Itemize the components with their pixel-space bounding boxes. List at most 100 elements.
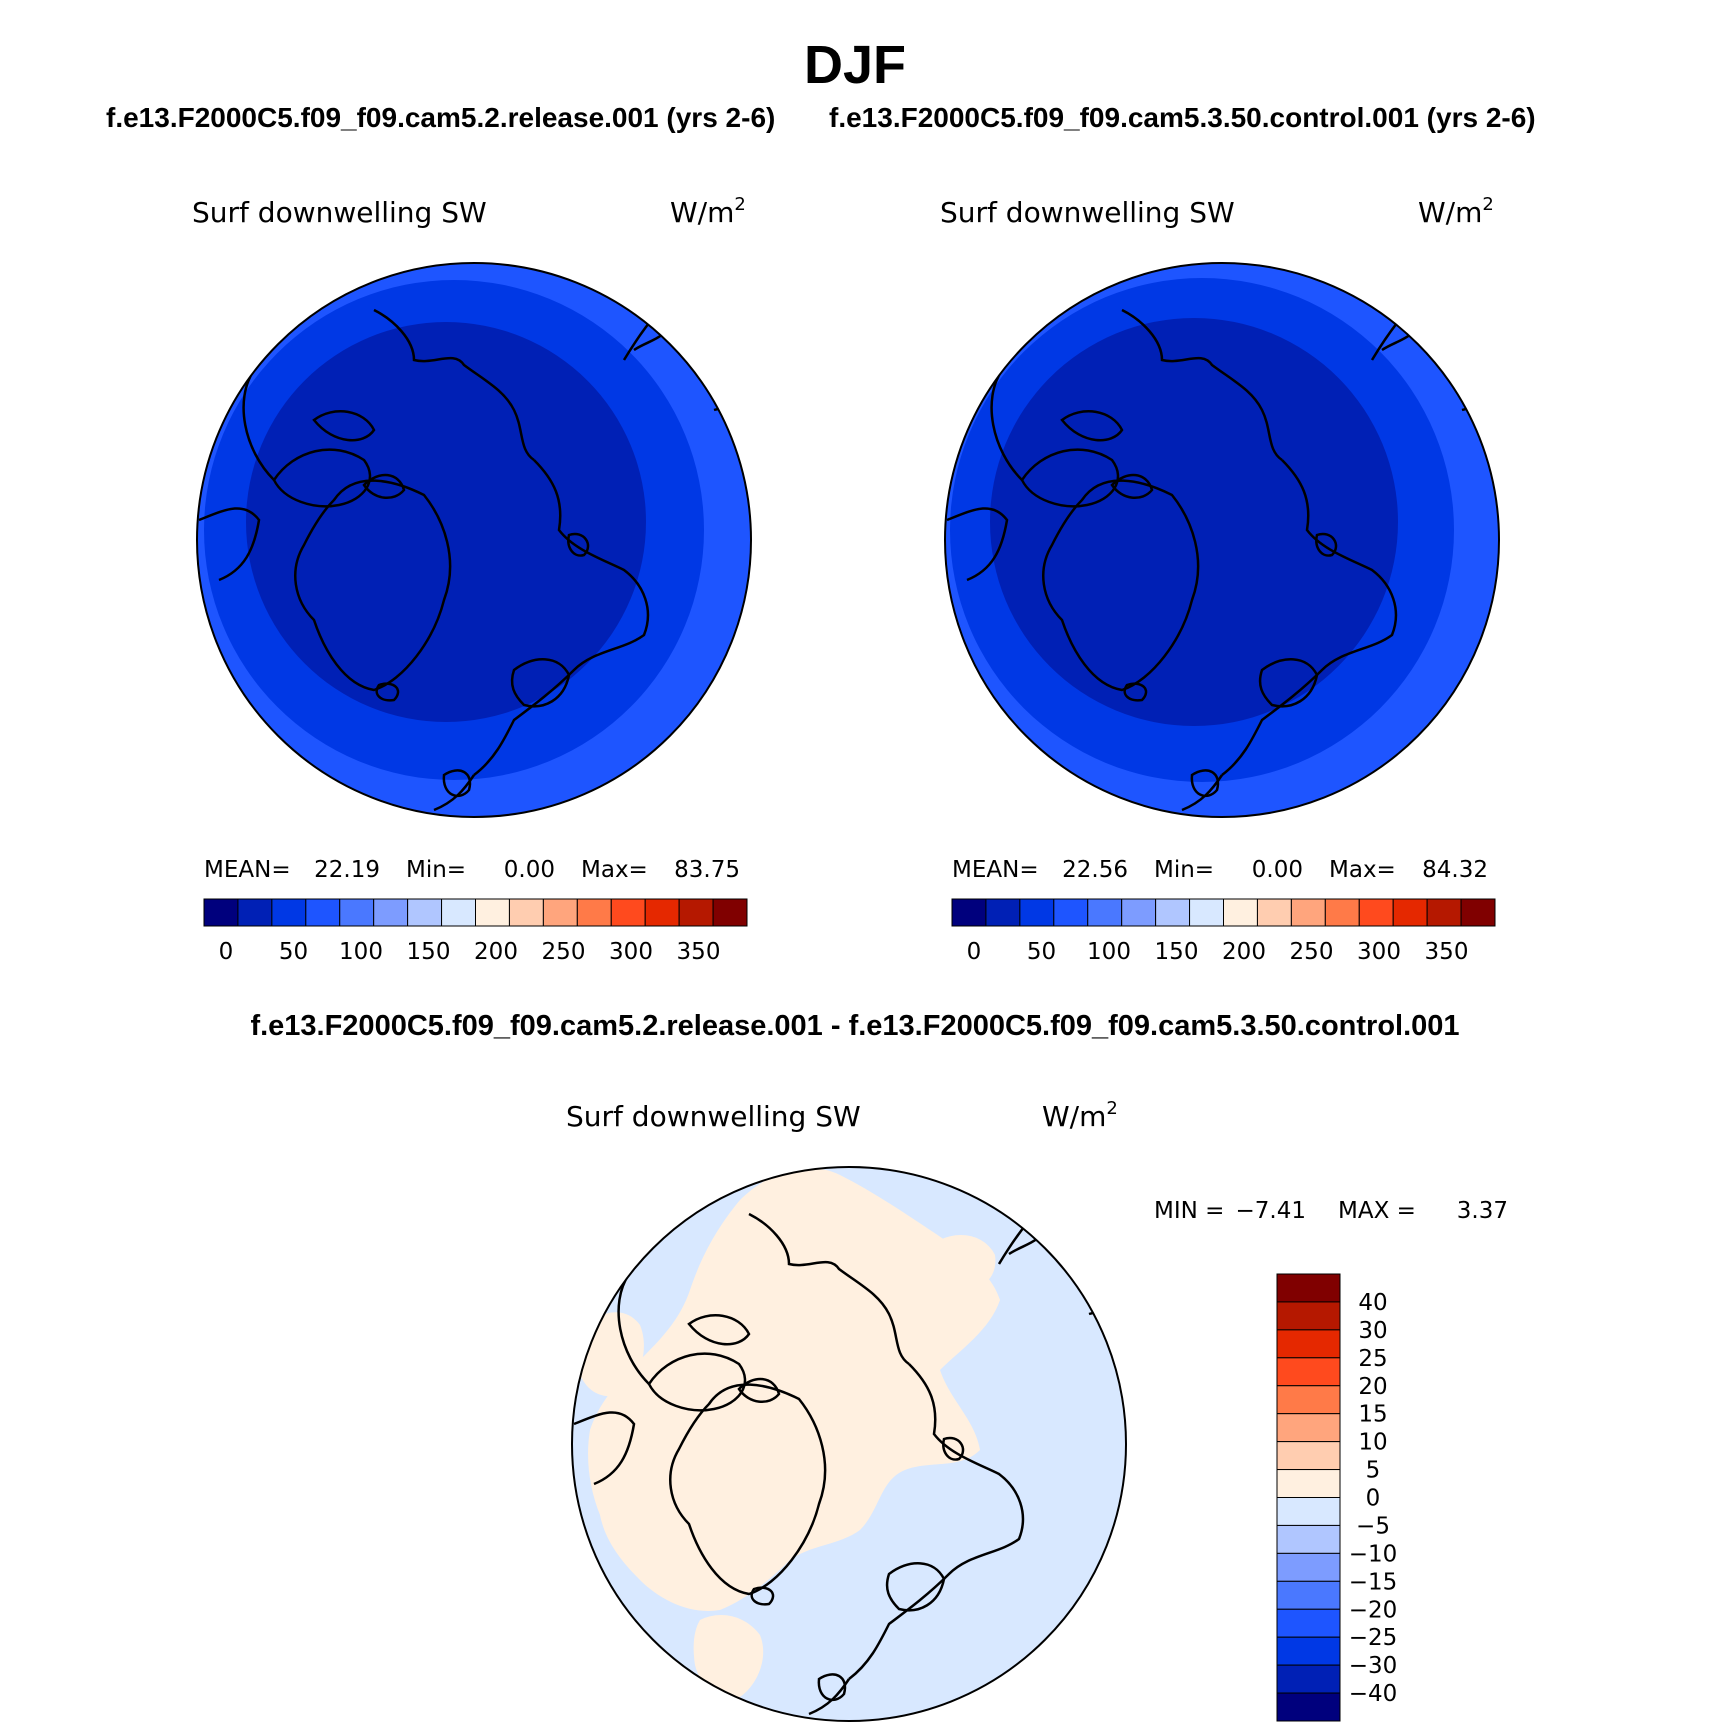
diff-colorbar-tick-label: −5 [1356, 1513, 1390, 1539]
diff-colorbar-box [1276, 1469, 1341, 1498]
right-colorbar-box [1053, 898, 1089, 927]
left-colorbar-box [373, 898, 409, 927]
right-colorbar-box [1121, 898, 1157, 927]
right-colorbar-box [1256, 898, 1292, 927]
left-colorbar-box [610, 898, 646, 927]
case2-title: f.e13.F2000C5.f09_f09.cam5.3.50.control.… [829, 102, 1536, 133]
diff-colorbar-box [1276, 1301, 1341, 1331]
right-colorbar-box [985, 898, 1021, 927]
right-min-label: Min= [1154, 857, 1214, 883]
left-colorbar-box [339, 898, 375, 927]
case1-title: f.e13.F2000C5.f09_f09.cam5.2.release.001… [106, 102, 776, 133]
left-colorbar-box [305, 898, 341, 927]
left-colorbar-box [712, 898, 748, 927]
right-colorbar-box [1392, 898, 1428, 927]
right-units-label: W/m2 [1418, 194, 1494, 229]
diff-colorbar-tick-label: 15 [1358, 1402, 1387, 1428]
right-colorbar-tick-label: 0 [967, 939, 982, 965]
right-map-inner-band [990, 318, 1398, 726]
left-max-value: 83.75 [674, 857, 740, 883]
right-colorbar: 0 50 100 150 200 250 300 350 [951, 898, 1496, 965]
diff-colorbar-box [1276, 1273, 1341, 1303]
diff-colorbar-box [1276, 1692, 1341, 1722]
diff-colorbar-tick-label: 5 [1366, 1458, 1381, 1484]
left-colorbar-tick-label: 100 [339, 939, 383, 965]
left-colorbar-box [271, 898, 307, 927]
diff-colorbar-tick-label: 25 [1358, 1346, 1387, 1372]
diff-units-label: W/m2 [1042, 1098, 1118, 1133]
diff-colorbar-box [1276, 1413, 1341, 1443]
left-colorbar-tick-label: 350 [677, 939, 721, 965]
right-colorbar-box [1358, 898, 1394, 927]
left-colorbar-box [678, 898, 714, 927]
left-colorbar-tick-label: 250 [542, 939, 586, 965]
diff-max-label: MAX = [1338, 1198, 1416, 1224]
diff-colorbar-tick-label: 20 [1358, 1374, 1387, 1400]
right-colorbar-box [1087, 898, 1123, 927]
right-colorbar-tick-label: 50 [1027, 939, 1056, 965]
diff-colorbar-box [1276, 1357, 1341, 1387]
left-colorbar-box [203, 898, 239, 927]
right-variable-label: Surf downwelling SW [940, 196, 1235, 229]
diff-colorbar-tick-label: −10 [1349, 1541, 1398, 1567]
right-colorbar-box [951, 898, 987, 927]
right-map: Surf downwelling SW W/m2 MEAN= 22.56 Min… [940, 194, 1500, 965]
diff-colorbar-box [1276, 1329, 1341, 1359]
diff-variable-label: Surf downwelling SW [566, 1100, 861, 1133]
right-min-value: 0.00 [1252, 857, 1303, 883]
right-colorbar-tick-label: 200 [1222, 939, 1266, 965]
left-colorbar-box [475, 898, 510, 927]
diff-colorbar-tick-label: 40 [1358, 1290, 1387, 1316]
left-colorbar-box [508, 898, 544, 927]
left-colorbar-box [441, 898, 476, 927]
right-colorbar-tick-label: 150 [1155, 939, 1199, 965]
left-map-inner-band [246, 322, 646, 722]
right-colorbar-box [1290, 898, 1326, 927]
diff-colorbar-tick-label: 10 [1358, 1430, 1387, 1456]
right-colorbar-box [1189, 898, 1224, 927]
diff-colorbar-tick-label: −25 [1349, 1625, 1398, 1651]
left-mean-value: 22.19 [314, 857, 380, 883]
diff-map-border [571, 1166, 1127, 1722]
left-colorbar-tick-label: 150 [407, 939, 451, 965]
right-colorbar-box [1019, 898, 1055, 927]
left-min-label: Min= [406, 857, 466, 883]
main-title: DJF [803, 35, 906, 95]
left-colorbar-box [237, 898, 273, 927]
diff-colorbar-tick-label: 0 [1366, 1486, 1381, 1512]
diff-map: Surf downwelling SW W/m2 MIN = −7.41 MAX… [566, 1098, 1508, 1722]
diff-colorbar-box [1276, 1664, 1341, 1694]
left-colorbar-box [407, 898, 443, 927]
diff-min-label: MIN = [1154, 1198, 1224, 1224]
diff-colorbar-tick-label: −20 [1349, 1597, 1398, 1623]
left-colorbar-box [576, 898, 612, 927]
diff-colorbar-box [1276, 1524, 1341, 1554]
right-colorbar-box [1324, 898, 1360, 927]
diff-colorbar-tick-label: −15 [1349, 1569, 1398, 1595]
right-colorbar-box [1426, 898, 1462, 927]
left-map-border [196, 262, 752, 818]
left-colorbar-box [542, 898, 578, 927]
diff-colorbar-tick-label: −40 [1349, 1681, 1398, 1707]
right-colorbar-tick-label: 350 [1425, 939, 1469, 965]
right-colorbar-box [1223, 898, 1258, 927]
right-colorbar-box [1460, 898, 1496, 927]
right-map-border [944, 262, 1500, 818]
left-units-label: W/m2 [670, 194, 746, 229]
diff-colorbar-box [1276, 1608, 1341, 1638]
left-map: Surf downwelling SW W/m2 MEAN= 22.19 Min… [192, 194, 752, 965]
right-mean-label: MEAN= [952, 857, 1039, 883]
right-max-label: Max= [1329, 857, 1396, 883]
diff-colorbar-box [1276, 1497, 1341, 1526]
right-colorbar-tick-label: 250 [1290, 939, 1334, 965]
left-colorbar-tick-label: 300 [609, 939, 653, 965]
left-colorbar-tick-label: 0 [219, 939, 234, 965]
diff-colorbar-tick-label: 30 [1358, 1318, 1387, 1344]
left-colorbar-tick-label: 200 [474, 939, 518, 965]
right-colorbar-box [1155, 898, 1191, 927]
diff-colorbar-box [1276, 1636, 1341, 1666]
right-max-value: 84.32 [1422, 857, 1488, 883]
